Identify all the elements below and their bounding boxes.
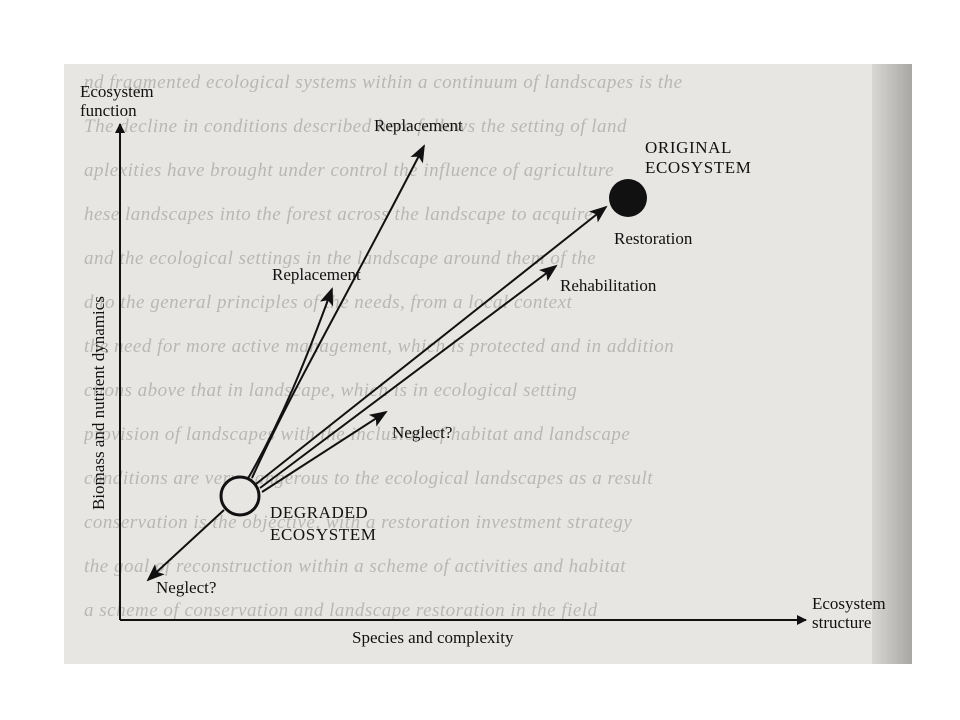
y-axis-label-top: Ecosystem: [80, 82, 154, 101]
neglect-lower-label: Neglect?: [156, 578, 216, 597]
original-ecosystem-label-line1: ORIGINAL: [645, 138, 732, 157]
bleed-through-text: aplexities have brought under control th…: [84, 160, 615, 181]
bleed-through-text: The decline in conditions described here…: [84, 116, 628, 137]
neglect-lower-arrow: [146, 509, 225, 582]
bleed-through-text: and the ecological settings in the lands…: [84, 248, 597, 269]
bleed-through-text: the goal of reconstruction within a sche…: [84, 556, 627, 577]
x-axis-label-top: Ecosystem: [812, 594, 886, 613]
replacement-lower-label: Replacement: [272, 265, 361, 284]
restoration-arrow: [255, 205, 608, 485]
replacement-lower-arrow: [245, 287, 334, 483]
rehabilitation-arrow: [259, 264, 558, 489]
bleed-through-text: provision of landscapes with the inclusi…: [84, 424, 631, 445]
neglect-upper-arrow: [261, 410, 388, 493]
degraded-ecosystem-label-line2: ECOSYSTEM: [270, 525, 376, 544]
degraded-ecosystem-label-line1: DEGRADED: [270, 503, 368, 522]
bleed-through-text: conservation is the objective, with a re…: [84, 512, 633, 533]
replacement-upper-label: Replacement: [374, 116, 463, 135]
page-edge-shadow: [872, 64, 912, 664]
replacement-upper-arrow: [251, 144, 425, 479]
x-axis-title: Species and complexity: [352, 628, 514, 647]
bleed-through-text: a scheme of conservation and landscape r…: [84, 600, 598, 621]
bleed-through-text: ctions above that in landscape, which is…: [84, 380, 578, 401]
bleed-through-text: hese landscapes into the forest across t…: [84, 204, 594, 225]
rehabilitation-label: Rehabilitation: [560, 276, 657, 295]
neglect-upper-label: Neglect?: [392, 423, 452, 442]
y-axis-label-bottom: function: [80, 101, 137, 120]
bleed-through-text: nd fragmented ecological systems within …: [84, 72, 683, 93]
degraded-ecosystem-node: [219, 475, 261, 517]
y-axis-title: Biomass and nutrient dynamics: [89, 296, 108, 510]
original-ecosystem-node: [609, 179, 647, 217]
restoration-label: Restoration: [614, 229, 693, 248]
original-ecosystem-label-line2: ECOSYSTEM: [645, 158, 751, 177]
x-axis-label-bottom: structure: [812, 613, 871, 632]
bleed-through-text: the need for more active management, whi…: [84, 336, 675, 357]
scanned-page: nd fragmented ecological systems within …: [64, 64, 912, 664]
